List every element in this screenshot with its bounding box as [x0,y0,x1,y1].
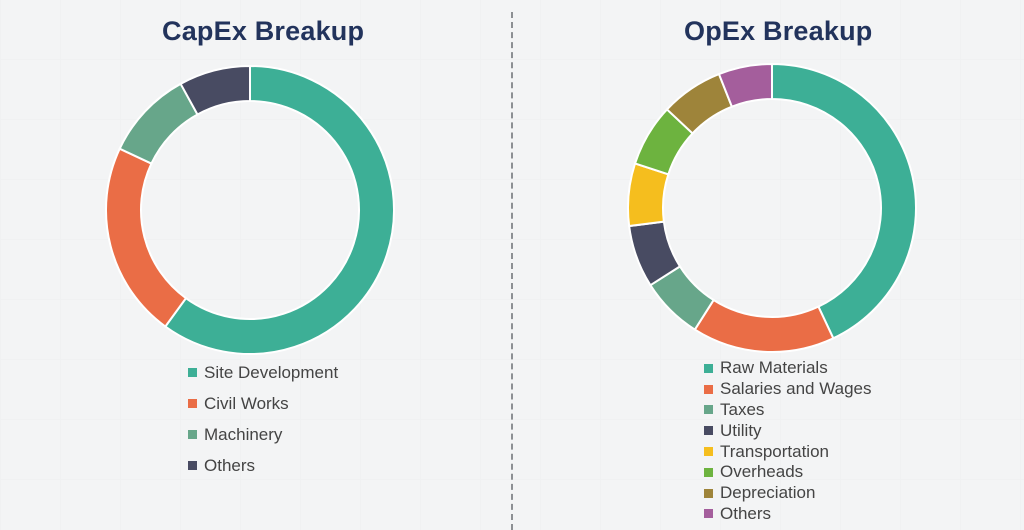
opex-legend-item: Overheads [704,462,872,483]
opex-legend-item: Utility [704,420,872,441]
capex-legend-item: Others [188,450,338,481]
opex-slice-raw-materials [771,62,917,340]
capex-legend-label: Machinery [204,424,283,444]
opex-legend-item: Depreciation [704,483,872,504]
opex-legend: Raw Materials Salaries and Wages Taxes Util… [704,358,872,524]
capex-slice-machinery [118,82,199,165]
opex-legend-item: Salaries and Wages [704,379,872,400]
opex-legend-swatch [704,426,713,436]
opex-legend-label: Raw Materials [720,358,828,378]
capex-legend-swatch [188,461,197,470]
capex-legend-label: Civil Works [204,393,289,413]
opex-legend-swatch [704,447,713,457]
opex-legend-item: Others [704,504,872,525]
opex-legend-label: Taxes [720,399,765,419]
capex-slice-others [179,64,251,116]
opex-legend-swatch [704,509,713,519]
capex-legend: Site Development Civil Works Machinery Othe… [188,357,338,481]
capex-legend-item: Civil Works [188,388,338,419]
capex-legend-swatch [188,430,197,439]
capex-panel: CapEx Breakup Site Development Civil Work… [0,0,510,530]
panel-divider [511,12,513,530]
opex-legend-label: Depreciation [720,483,816,503]
capex-donut-chart [105,64,395,355]
opex-legend-label: Salaries and Wages [720,379,872,399]
opex-legend-item: Transportation [704,441,872,462]
opex-donut-chart [627,62,917,353]
capex-legend-item: Machinery [188,419,338,450]
opex-legend-label: Others [720,503,772,523]
capex-legend-swatch [188,368,197,377]
opex-legend-swatch [704,405,713,415]
opex-legend-label: Utility [720,420,762,440]
capex-legend-label: Site Development [204,362,339,382]
opex-legend-label: Overheads [720,462,804,482]
capex-slice-civil-works [105,147,188,328]
opex-title: OpEx Breakup [684,16,873,46]
opex-legend-item: Taxes [704,400,872,421]
opex-legend-swatch [704,384,713,394]
opex-panel: OpEx Breakup Raw Materials Salaries and W… [514,0,1024,530]
capex-title: CapEx Breakup [162,16,365,46]
capex-slice-site-development [163,64,395,355]
opex-legend-swatch [704,488,713,498]
opex-legend-swatch [704,363,713,373]
capex-legend-label: Others [204,455,256,475]
capex-legend-item: Site Development [188,357,338,388]
opex-slice-salaries-and-wages [693,298,835,353]
opex-legend-swatch [704,467,713,477]
opex-legend-item: Raw Materials [704,358,872,379]
opex-legend-label: Transportation [720,441,829,461]
opex-slice-others [717,62,773,108]
capex-legend-swatch [188,399,197,408]
